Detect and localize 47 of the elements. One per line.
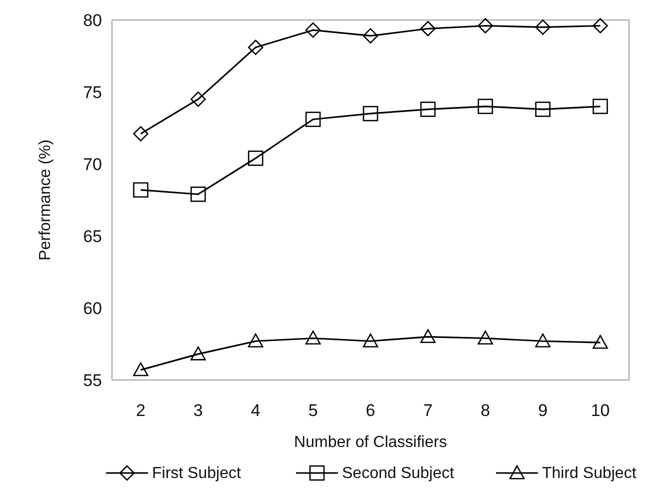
y-tick-label: 75: [83, 82, 102, 102]
x-axis-title: Number of Classifiers: [294, 434, 447, 451]
point: [248, 150, 264, 166]
legend-label: Second Subject: [342, 465, 455, 482]
point: [478, 330, 494, 344]
x-tick-label: 10: [590, 401, 610, 420]
point: [305, 22, 321, 38]
point: [133, 362, 148, 376]
point: [362, 106, 378, 122]
x-tick-label: 4: [250, 401, 260, 420]
point: [362, 333, 378, 348]
point: [190, 92, 206, 107]
point: [133, 182, 148, 198]
point: [478, 18, 494, 34]
point: [190, 186, 206, 202]
point: [535, 102, 550, 117]
x-tick-label: 7: [423, 401, 433, 420]
point: [420, 329, 436, 344]
x-tick-label: 6: [366, 401, 376, 420]
point: [133, 126, 148, 142]
y-tick-label: 60: [83, 298, 102, 318]
x-tick-label: 5: [308, 401, 318, 420]
x-tick-label: 3: [193, 401, 203, 420]
y-tick-label: 65: [83, 226, 102, 246]
point: [305, 112, 321, 128]
point: [535, 333, 550, 348]
point: [535, 20, 550, 35]
point: [420, 102, 436, 117]
y-axis-title: Performance (%): [37, 140, 54, 260]
x-tick-label: 8: [480, 401, 490, 420]
y-tick-label: 55: [83, 370, 102, 390]
x-tick-label: 2: [136, 401, 146, 420]
point: [478, 98, 494, 114]
y-tick-label: 80: [83, 10, 102, 30]
point: [190, 346, 206, 360]
x-tick-label: 9: [538, 401, 548, 420]
point: [592, 18, 608, 34]
y-tick-label: 70: [83, 154, 102, 174]
point: [248, 40, 264, 56]
point: [248, 333, 264, 348]
point: [592, 98, 608, 114]
point: [305, 330, 321, 344]
legend-label: Third Subject: [542, 465, 637, 482]
point: [362, 28, 378, 44]
legend-label: First Subject: [152, 465, 242, 482]
point: [420, 20, 436, 36]
point: [592, 334, 608, 349]
